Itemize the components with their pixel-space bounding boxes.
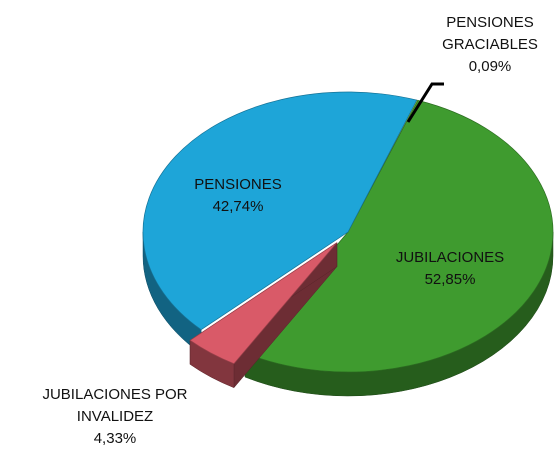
slice-value: 0,09% xyxy=(468,58,512,75)
slice-label: JUBILACIONES POR INVALIDEZ 4,33% xyxy=(25,384,205,450)
slice-value: 42,74% xyxy=(212,198,264,215)
slice-name: PENSIONES xyxy=(194,176,282,193)
slice-label: PENSIONES 42,74% xyxy=(163,174,313,218)
leader-line xyxy=(406,82,444,123)
slice-name: JUBILACIONES xyxy=(395,249,505,266)
slice-name: PENSIONES GRACIABLES xyxy=(442,14,538,53)
pie-slice xyxy=(189,242,338,365)
pie-slice xyxy=(142,91,418,331)
pie-slice xyxy=(244,99,554,373)
slice-label: JUBILACIONES 52,85% xyxy=(365,247,535,291)
slice-value: 4,33% xyxy=(93,430,137,447)
slice-label: PENSIONES GRACIABLES 0,09% xyxy=(425,12,555,78)
slice-name: JUBILACIONES POR INVALIDEZ xyxy=(42,386,188,425)
slice-value: 52,85% xyxy=(424,271,476,288)
